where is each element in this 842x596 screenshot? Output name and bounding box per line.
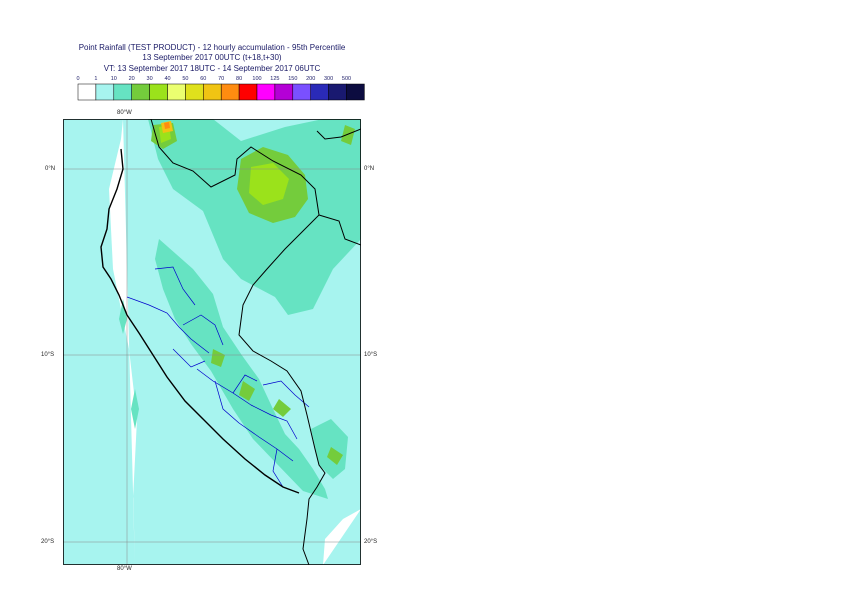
coastline	[100, 148, 300, 494]
map-frame	[63, 119, 361, 565]
admin-boundaries	[126, 266, 310, 488]
rain-area-30	[159, 125, 289, 205]
title: Point Rainfall (TEST PRODUCT) - 12 hourl…	[78, 43, 346, 52]
colorbar-tick-label: 150	[288, 76, 297, 82]
colorbar-tick-label: 50	[182, 76, 188, 82]
lat-label-20-left: 20°S	[41, 539, 55, 545]
colorbar-tick-label: 200	[306, 76, 315, 82]
colorbar-swatch	[95, 83, 115, 101]
rain-area-10	[119, 119, 361, 499]
country-boundaries	[150, 119, 361, 565]
colorbar-swatch	[185, 83, 204, 101]
colorbar-swatch	[149, 83, 168, 101]
colorbar-tick-label: 30	[147, 76, 153, 82]
lat-label-10-left: 10°S	[41, 352, 55, 358]
lon-label-bottom: 80°W	[117, 566, 132, 572]
colorbar-tick-label: 40	[164, 76, 170, 82]
colorbar-swatch	[203, 83, 222, 101]
colorbar-tick-label: 80	[236, 76, 242, 82]
lat-label-10-right: 10°S	[364, 352, 378, 358]
colorbar-swatch	[292, 83, 311, 101]
colorbar-tick-label: 500	[342, 76, 351, 82]
colorbar-tick-label: 300	[324, 76, 333, 82]
colorbar-swatch	[220, 83, 240, 101]
colorbar-tick-label: 60	[200, 76, 206, 82]
colorbar-swatch	[328, 83, 347, 101]
colorbar-swatch	[77, 83, 97, 101]
colorbar-tick-label: 10	[111, 76, 117, 82]
lat-label-0-left: 0°N	[45, 166, 56, 172]
colorbar-swatch	[167, 83, 186, 101]
map-canvas	[63, 119, 361, 565]
base-time: 13 September 2017 00UTC (t+18,t+30)	[142, 53, 282, 62]
colorbar-legend: 0 1 10 20 30 40 50 60 70 80 100 125 150 200 300 500	[76, 76, 365, 101]
colorbar-swatch	[346, 83, 365, 101]
rainfall-map	[63, 119, 361, 565]
colorbar-swatch	[256, 83, 276, 101]
colorbar-tick-label: 1	[94, 76, 97, 82]
colorbar-tick-label: 125	[270, 76, 279, 82]
valid-time: VT: 13 September 2017 18UTC - 14 Septemb…	[103, 64, 321, 73]
colorbar-swatch	[274, 83, 294, 101]
lat-label-0-right: 0°N	[364, 166, 375, 172]
colorbar-tick-label: 0	[76, 76, 79, 82]
rain-area-70	[164, 122, 170, 129]
colorbar-tick-label: 100	[252, 76, 261, 82]
colorbar-swatch	[238, 83, 258, 101]
gridlines	[63, 119, 361, 565]
colorbar-tick-label: 20	[129, 76, 135, 82]
lon-label-top: 80°W	[117, 110, 132, 116]
colorbar-swatch	[131, 83, 150, 101]
colorbar-swatch	[113, 83, 132, 101]
colorbar-tick-label: 70	[218, 76, 224, 82]
colorbar-swatch	[310, 83, 329, 101]
lat-label-20-right: 20°S	[364, 539, 378, 545]
